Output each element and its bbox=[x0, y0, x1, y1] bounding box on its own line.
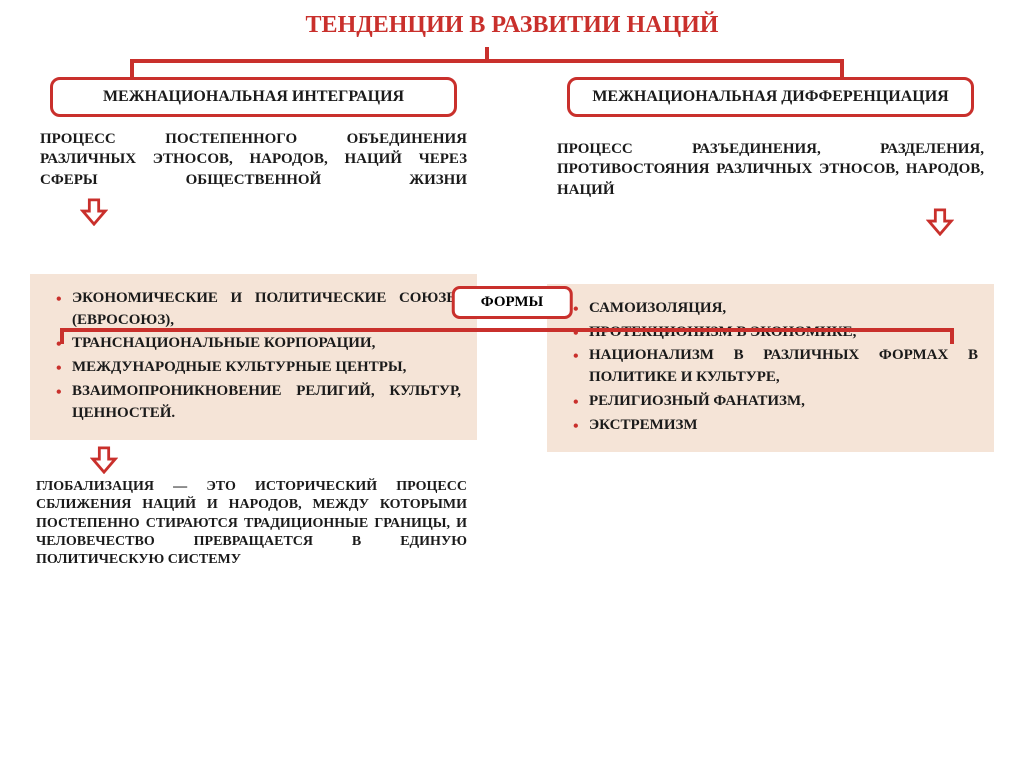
right-arrow-1 bbox=[547, 208, 994, 236]
left-description: ПРОЦЕСС ПОСТЕПЕННОГО ОБЪЕДИНЕНИЯ РАЗЛИЧН… bbox=[30, 129, 477, 190]
list-item: НАЦИОНАЛИЗМ В РАЗЛИЧНЫХ ФОРМАХ В ПОЛИТИК… bbox=[573, 345, 978, 389]
right-heading-box: МЕЖНАЦИОНАЛЬНАЯ ДИФФЕРЕНЦИАЦИЯ bbox=[567, 77, 974, 117]
right-forms-panel: САМОИЗОЛЯЦИЯ, ПРОТЕКЦИОНИЗМ В ЭКОНОМИКЕ,… bbox=[547, 284, 994, 453]
left-forms-list: ЭКОНОМИЧЕСКИЕ И ПОЛИТИЧЕСКИЕ СОЮЗЫ (ЕВРО… bbox=[40, 288, 461, 425]
list-item: МЕЖДУНАРОДНЫЕ КУЛЬТУРНЫЕ ЦЕНТРЫ, bbox=[56, 357, 461, 379]
left-arrow-2 bbox=[30, 446, 477, 474]
right-forms-list: САМОИЗОЛЯЦИЯ, ПРОТЕКЦИОНИЗМ В ЭКОНОМИКЕ,… bbox=[557, 298, 978, 437]
list-item: ЭКСТРЕМИЗМ bbox=[573, 415, 978, 437]
list-item: САМОИЗОЛЯЦИЯ, bbox=[573, 298, 978, 320]
forms-label-wrap: ФОРМЫ bbox=[452, 286, 573, 319]
list-item: ВЗАИМОПРОНИКНОВЕНИЕ РЕЛИГИЙ, КУЛЬТУР, ЦЕ… bbox=[56, 381, 461, 425]
left-bottom-text: ГЛОБАЛИЗАЦИЯ — ЭТО ИСТОРИЧЕСКИЙ ПРОЦЕСС … bbox=[30, 478, 477, 569]
left-heading-box: МЕЖНАЦИОНАЛЬНАЯ ИНТЕГРАЦИЯ bbox=[50, 77, 457, 117]
top-connector bbox=[130, 47, 844, 77]
arrow-down-icon bbox=[80, 198, 108, 226]
forms-connector bbox=[60, 320, 954, 350]
forms-label: ФОРМЫ bbox=[452, 286, 573, 319]
diagram-title: ТЕНДЕНЦИИ В РАЗВИТИИ НАЦИЙ bbox=[30, 12, 994, 39]
left-forms-panel: ЭКОНОМИЧЕСКИЕ И ПОЛИТИЧЕСКИЕ СОЮЗЫ (ЕВРО… bbox=[30, 274, 477, 441]
left-arrow-1 bbox=[30, 198, 477, 226]
list-item: РЕЛИГИОЗНЫЙ ФАНАТИЗМ, bbox=[573, 391, 978, 413]
arrow-down-icon bbox=[926, 208, 954, 236]
right-description: ПРОЦЕСС РАЗЪЕДИНЕНИЯ, РАЗДЕЛЕНИЯ, ПРОТИВ… bbox=[547, 139, 994, 200]
arrow-down-icon bbox=[90, 446, 118, 474]
